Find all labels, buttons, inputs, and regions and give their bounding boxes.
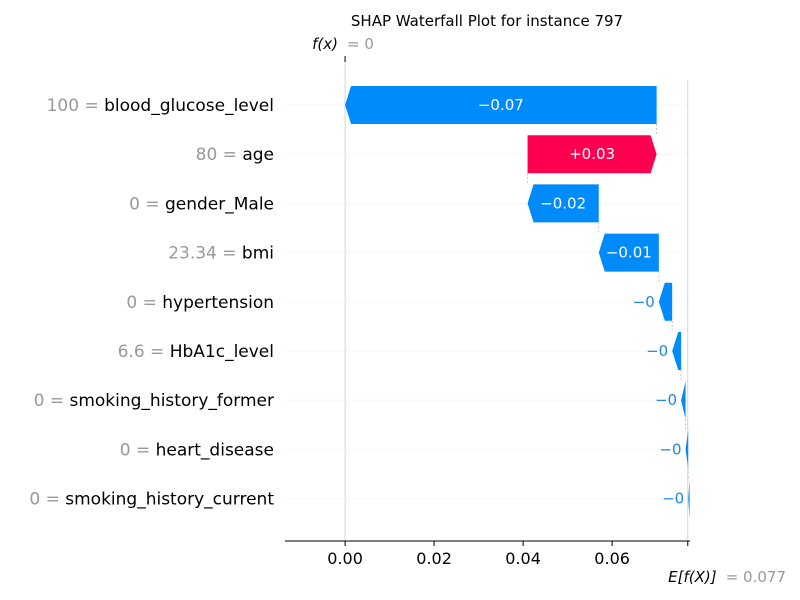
feature-label: 0 = hypertension xyxy=(126,293,274,313)
feature-value: 6.6 = xyxy=(118,342,170,362)
feature-value: 80 = xyxy=(196,145,243,165)
bar-value-label: −0 xyxy=(655,391,677,409)
fx-value: = 0 xyxy=(347,35,374,53)
feature-name: bmi xyxy=(242,244,274,264)
feature-value: 0 = xyxy=(120,440,156,460)
feature-value: 100 = xyxy=(47,96,105,116)
feature-name: gender_Male xyxy=(165,194,274,214)
ex-label: E[f(X)] xyxy=(668,568,717,586)
negative-contribution-bar xyxy=(345,86,657,124)
x-tick-label: 0.04 xyxy=(505,549,541,568)
bar-value-label: −0.02 xyxy=(540,194,586,212)
feature-name: smoking_history_former xyxy=(69,391,274,411)
feature-value: 0 = xyxy=(129,194,165,214)
x-tick-label: 0.02 xyxy=(416,549,452,568)
negative-contribution-bar xyxy=(527,184,599,223)
bar-value-label: −0.07 xyxy=(478,96,524,114)
negative-contribution-bar xyxy=(658,282,673,321)
feature-label: 23.34 = bmi xyxy=(168,244,274,264)
negative-contribution-bar xyxy=(672,332,682,370)
ex-value: = 0.077 xyxy=(726,568,786,586)
feature-label: 100 = blood_glucose_level xyxy=(47,96,274,116)
feature-name: blood_glucose_level xyxy=(104,96,274,116)
feature-name: smoking_history_current xyxy=(65,490,274,510)
bars-layer: −0.07 +0.03 −0.02 −0.01 −0 −0 −0 −0 −0 xyxy=(345,86,690,518)
x-tick-label: 0.00 xyxy=(327,549,363,568)
feature-value: 0 = xyxy=(126,293,162,313)
feature-label: 0 = smoking_history_current xyxy=(29,490,274,510)
negative-contribution-bar xyxy=(598,233,659,272)
negative-contribution-bar xyxy=(681,381,686,420)
feature-value: 0 = xyxy=(29,490,65,510)
chart-title: SHAP Waterfall Plot for instance 797 xyxy=(351,12,623,30)
bar-value-label: −0 xyxy=(659,440,681,458)
feature-label: 80 = age xyxy=(196,145,274,165)
fx-label: f(x) xyxy=(312,35,338,53)
feature-name: heart_disease xyxy=(156,440,274,460)
feature-value: 0 = xyxy=(34,391,70,411)
x-tick-label: 0.06 xyxy=(594,549,630,568)
negative-contribution-bar xyxy=(685,430,689,469)
ex-annotation: E[f(X)] = 0.077 xyxy=(668,567,786,586)
feature-name: HbA1c_level xyxy=(170,342,274,362)
positive-contribution-bar xyxy=(527,135,657,174)
bar-value-label: −0 xyxy=(633,293,655,311)
feature-label: 6.6 = HbA1c_level xyxy=(118,342,274,362)
bar-value-label: −0 xyxy=(662,490,684,508)
feature-name: hypertension xyxy=(162,293,274,313)
fx-annotation: f(x) = 0 xyxy=(312,34,374,53)
bar-value-label: −0 xyxy=(646,342,668,360)
feature-value: 23.34 = xyxy=(168,244,242,264)
bar-value-label: −0.01 xyxy=(606,244,652,262)
feature-label: 0 = gender_Male xyxy=(129,194,274,214)
x-axis: 0.00 0.02 0.04 0.06 xyxy=(285,56,690,568)
feature-labels-layer: 100 = blood_glucose_level 80 = age 0 = gen… xyxy=(29,96,274,510)
bar-value-label: +0.03 xyxy=(569,145,615,163)
negative-contribution-bar xyxy=(688,479,690,518)
feature-name: age xyxy=(242,145,274,165)
feature-label: 0 = smoking_history_former xyxy=(34,391,274,411)
feature-label: 0 = heart_disease xyxy=(120,440,274,460)
